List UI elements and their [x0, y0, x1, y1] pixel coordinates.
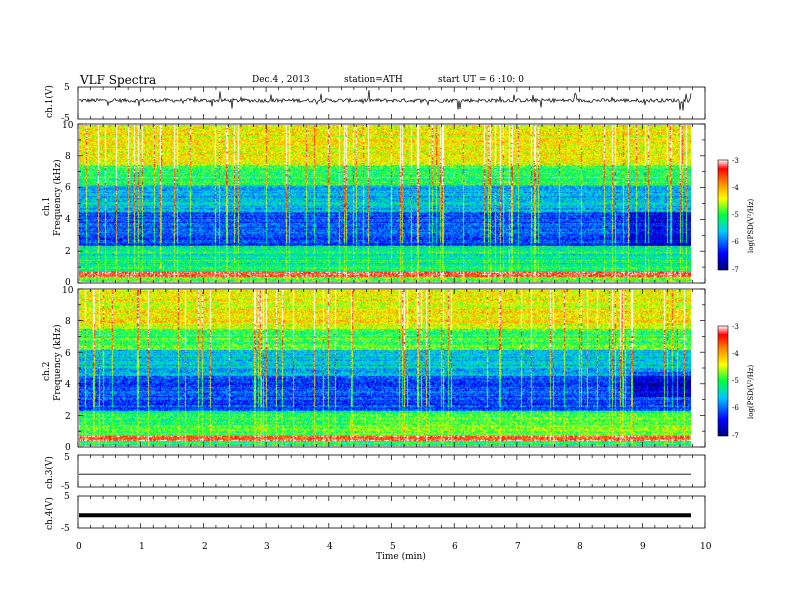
ch2-spectrogram-heatmap: [79, 290, 691, 446]
ch2-ytick-label: 8: [65, 317, 71, 327]
x-tick-label: 8: [577, 542, 583, 552]
ch1-ytick-label: 8: [65, 152, 71, 162]
ch2-colorbar-tick: -6: [732, 404, 739, 412]
x-tick-label: 6: [452, 542, 458, 552]
ch4-ytick-top: 5: [64, 492, 70, 502]
ch2-spectrogram-image-wrap: [79, 290, 691, 446]
x-tick-label: 9: [640, 542, 646, 552]
ch1-colorbar-tick: -5: [732, 211, 739, 219]
start-time-text: start UT = 6 :10: 0: [438, 75, 524, 85]
ch1-spectrogram-ylabel: Frequency (kHz): [52, 159, 63, 236]
x-tick-label: 4: [327, 542, 333, 552]
ch1-ytick-label: 0: [65, 278, 71, 288]
x-tick-label: 7: [515, 542, 521, 552]
station-text: station=ATH: [344, 75, 403, 85]
ch1-ytick-top: 5: [64, 83, 70, 93]
ch2-spectrogram-yticks: 0 2 4 6 8 10: [62, 286, 74, 453]
x-tick-label: 0: [76, 542, 82, 552]
ch2-colorbar-tick: -3: [732, 323, 739, 331]
ch1-colorbar-tick: -4: [732, 184, 739, 192]
x-tick-label: 2: [202, 542, 208, 552]
ch2-ytick-label: 2: [65, 412, 71, 422]
ch3-ytick-top: 5: [64, 453, 70, 463]
date-text: Dec.4 , 2013: [252, 75, 310, 85]
ch1-ytick-label: 4: [65, 215, 71, 225]
ch2-colorbar-tick: -5: [732, 377, 739, 385]
x-tick-label: 1: [139, 542, 145, 552]
ch1-waveform-ylabel: ch.1(V): [44, 85, 55, 118]
x-tick-label: 10: [700, 542, 712, 552]
ch4-ytick-bottom: -5: [61, 524, 70, 534]
ch1-spectrogram-heatmap: [79, 125, 691, 282]
ch2-spectrogram-ylabel: Frequency (kHz): [52, 324, 63, 401]
ch1-colorbar-tick: -6: [732, 238, 739, 246]
ch2-spectrogram-channel-label: ch.2: [42, 362, 52, 381]
ch1-colorbar: [717, 159, 729, 271]
ch1-colorbar-ticks: -3 -4 -5 -6 -7: [732, 157, 739, 274]
ch2-colorbar-tick: -7: [732, 432, 739, 440]
ch1-ytick-label: 2: [65, 247, 71, 257]
ch2-ytick-label: 4: [65, 380, 71, 390]
ch3-waveform-ylabel: ch.3(V): [44, 456, 55, 489]
ch1-ytick-label: 10: [62, 121, 74, 131]
figure-title: VLF Spectra: [79, 73, 156, 87]
ch1-colorbar-tick: -3: [732, 157, 739, 165]
x-tick-label: 5: [390, 542, 396, 552]
ch1-ytick-bottom: -5: [61, 114, 70, 124]
ch2-ytick-label: 0: [65, 443, 71, 453]
ch1-colorbar-label: log(PSD(V²/Hz): [747, 198, 755, 253]
ch4-waveform-ylabel: ch.4(V): [44, 497, 55, 530]
ch1-spectrogram-yticks: 0 2 4 6 8 10: [62, 121, 74, 288]
ch2-colorbar-tick: -4: [732, 350, 739, 358]
ch1-waveform-trace: [78, 89, 692, 111]
x-tick-label: 3: [264, 542, 270, 552]
ch1-spectrogram-channel-label: ch.1: [42, 197, 52, 216]
axis-ticks: [77, 87, 706, 528]
ch1-spectrogram-image-wrap: [79, 125, 691, 282]
x-axis-label: Time (min): [376, 551, 426, 562]
ch1-colorbar-tick: -7: [732, 266, 739, 274]
ch3-ytick-bottom: -5: [61, 482, 70, 492]
ch2-ytick-label: 10: [62, 286, 74, 296]
ch1-ytick-label: 6: [65, 183, 71, 193]
ch2-colorbar-ticks: -3 -4 -5 -6 -7: [732, 323, 739, 440]
x-tick-labels: 0 1 2 3 4 5 6 7 8 9 10: [76, 542, 712, 552]
ch2-colorbar-label: log(PSD(V²/Hz): [747, 364, 755, 419]
ch2-ytick-label: 6: [65, 349, 71, 359]
ch2-colorbar: [717, 325, 729, 437]
